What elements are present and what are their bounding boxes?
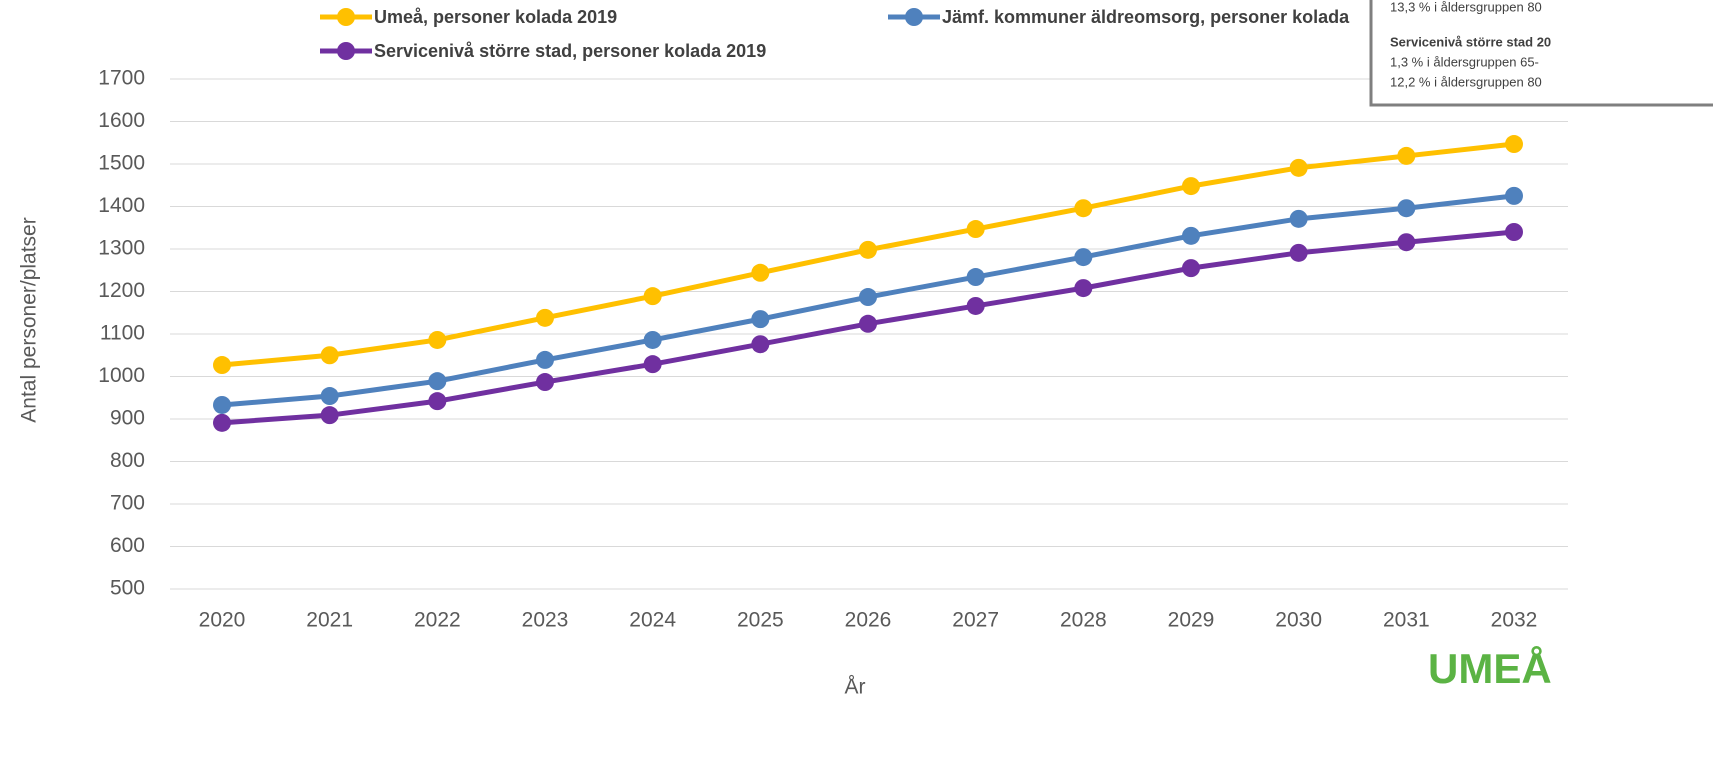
x-tick-label: 2030: [1275, 609, 1322, 632]
x-tick-label: 2023: [522, 609, 569, 632]
marker: [536, 373, 554, 392]
marker: [1397, 146, 1416, 165]
marker: [320, 346, 339, 365]
legend-marker: [337, 8, 355, 26]
marker: [643, 330, 662, 349]
annotation-box: [1369, 0, 1713, 107]
marker: [1289, 243, 1308, 262]
x-tick-label: 2025: [737, 609, 784, 632]
y-tick-label: 1200: [98, 279, 145, 302]
y-tick-label: 500: [110, 577, 145, 600]
legend-marker: [337, 42, 355, 60]
x-axis-label: År: [845, 676, 866, 699]
marker: [1074, 248, 1093, 267]
x-tick-label: 2026: [845, 609, 892, 632]
marker: [1074, 279, 1093, 298]
logo: UMEÅ: [1428, 645, 1552, 692]
marker: [1505, 223, 1523, 241]
marker: [751, 263, 770, 282]
x-tick-label: 2024: [629, 609, 676, 632]
marker: [536, 308, 554, 327]
marker: [428, 392, 447, 411]
marker: [643, 287, 662, 306]
y-tick-label: 600: [110, 534, 145, 557]
marker: [751, 310, 770, 329]
x-tick-label: 2028: [1060, 609, 1107, 632]
marker: [1397, 199, 1416, 218]
marker: [428, 330, 447, 349]
y-tick-label: 700: [110, 492, 145, 515]
y-tick-label: 800: [110, 449, 145, 472]
marker: [428, 372, 447, 391]
x-tick-label: 2022: [414, 609, 461, 632]
marker: [859, 314, 877, 333]
marker: [1289, 158, 1308, 177]
y-tick-label: 900: [110, 407, 145, 430]
x-tick-label: 2029: [1168, 609, 1215, 632]
annotation-text: 1,3 % i åldersgruppen 65-: [1390, 54, 1539, 69]
x-tick-label: 2031: [1383, 609, 1430, 632]
marker: [1505, 135, 1523, 154]
y-axis-label: Antal personer/platser: [18, 217, 41, 422]
marker: [966, 268, 985, 287]
x-tick-label: 2020: [199, 609, 246, 632]
marker: [536, 350, 554, 369]
marker: [1505, 186, 1523, 205]
marker: [1182, 226, 1200, 245]
y-tick-label: 1600: [98, 109, 145, 132]
marker: [859, 288, 877, 307]
marker: [320, 406, 339, 425]
marker: [213, 413, 231, 432]
annotation-text: Servicenivå större stad 20: [1390, 34, 1551, 49]
marker: [966, 296, 985, 315]
x-tick-label: 2027: [952, 609, 999, 632]
legend-label: Umeå, personer kolada 2019: [374, 7, 617, 27]
marker: [966, 220, 985, 239]
marker: [213, 395, 231, 414]
legend-label: Jämf. kommuner äldreomsorg, personer kol…: [942, 7, 1350, 27]
marker: [1182, 259, 1200, 278]
y-tick-label: 1400: [98, 194, 145, 217]
marker: [859, 240, 877, 259]
x-tick-label: 2021: [306, 609, 353, 632]
marker: [751, 335, 770, 354]
legend-marker: [905, 8, 923, 26]
marker: [1074, 199, 1093, 218]
marker: [643, 355, 662, 374]
marker: [1397, 233, 1416, 252]
marker: [213, 356, 231, 375]
marker: [320, 387, 339, 406]
annotation-text: 13,3 % i åldersgruppen 80: [1390, 0, 1542, 14]
annotation-text: 12,2 % i åldersgruppen 80: [1390, 74, 1542, 89]
y-tick-label: 1500: [98, 152, 145, 175]
y-tick-label: 1300: [98, 237, 145, 260]
x-tick-label: 2032: [1491, 609, 1538, 632]
y-tick-label: 1700: [98, 67, 145, 90]
y-tick-label: 1000: [98, 364, 145, 387]
marker: [1289, 209, 1308, 228]
legend-label: Servicenivå större stad, personer kolada…: [374, 41, 766, 61]
marker: [1182, 177, 1200, 196]
y-tick-label: 1100: [100, 322, 145, 345]
